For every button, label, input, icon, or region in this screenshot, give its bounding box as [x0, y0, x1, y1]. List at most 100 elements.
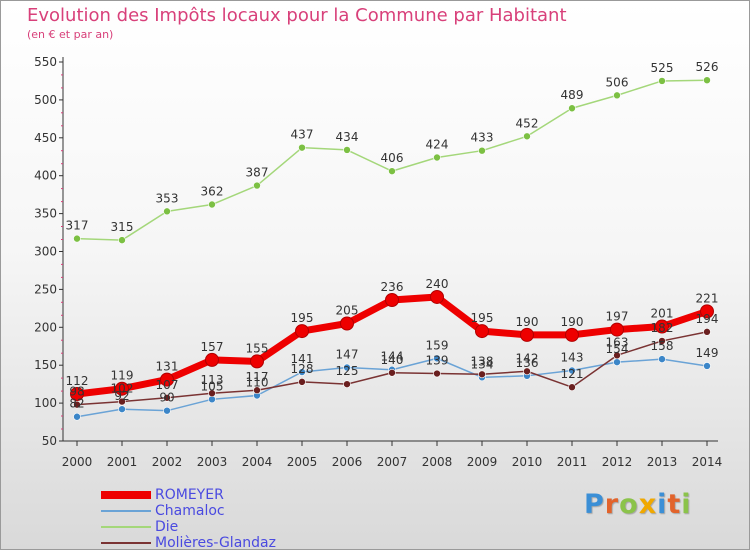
- proxiti-logo: Proxiti: [584, 489, 692, 520]
- y-tick-label: 250: [34, 282, 57, 296]
- legend-label-molieres-glandaz: Molières-Glandaz: [155, 535, 276, 551]
- data-label-molieres-glandaz: 102: [111, 382, 134, 396]
- data-point-chamaloc: [703, 362, 711, 370]
- data-label-die: 506: [606, 75, 629, 89]
- data-label-die: 433: [471, 131, 494, 145]
- legend-label-chamaloc: Chamaloc: [155, 503, 225, 519]
- y-tick-label: 50: [42, 434, 57, 448]
- data-label-romeyer: 119: [111, 369, 134, 383]
- data-point-die: [388, 167, 396, 175]
- data-label-romeyer: 131: [156, 360, 179, 374]
- data-point-romeyer: [70, 387, 84, 402]
- data-label-chamaloc: 105: [201, 379, 224, 393]
- y-tick-label: 400: [34, 169, 57, 183]
- y-tick-label: 550: [34, 55, 57, 69]
- data-point-die: [568, 104, 576, 113]
- x-tick-label: 2006: [332, 455, 363, 469]
- data-label-molieres-glandaz: 182: [651, 321, 674, 335]
- data-label-molieres-glandaz: 107: [156, 378, 179, 392]
- data-label-chamaloc: 134: [471, 357, 494, 371]
- data-point-chamaloc: [118, 405, 126, 413]
- legend-label-die: Die: [155, 519, 179, 535]
- data-point-die: [523, 132, 531, 141]
- legend-swatch-chamaloc: [101, 510, 151, 512]
- data-label-chamaloc: 144: [381, 350, 404, 364]
- data-label-chamaloc: 92: [114, 389, 129, 403]
- data-label-molieres-glandaz: 142: [516, 351, 539, 365]
- data-point-romeyer: [250, 354, 264, 369]
- data-point-molieres-glandaz: [568, 383, 576, 391]
- data-point-die: [478, 146, 486, 155]
- data-label-romeyer: 112: [66, 374, 89, 388]
- data-label-molieres-glandaz: 140: [381, 353, 404, 367]
- data-point-molieres-glandaz: [433, 369, 441, 378]
- y-tick-label: 200: [34, 320, 57, 334]
- data-label-die: 489: [561, 88, 584, 102]
- chart-title: Evolution des Impôts locaux pour la Comm…: [27, 5, 567, 26]
- data-point-die: [298, 143, 306, 152]
- data-label-molieres-glandaz: 163: [606, 335, 629, 349]
- data-point-molieres-glandaz: [613, 351, 621, 360]
- data-label-die: 424: [426, 138, 449, 152]
- data-label-molieres-glandaz: 125: [336, 364, 359, 378]
- legend-swatch-die: [101, 526, 151, 528]
- data-point-die: [658, 77, 666, 85]
- data-label-die: 317: [66, 219, 89, 233]
- data-point-die: [613, 91, 621, 100]
- x-tick-label: 2014: [692, 455, 723, 469]
- data-point-molieres-glandaz: [118, 397, 126, 406]
- data-label-chamaloc: 90: [159, 391, 174, 405]
- data-point-molieres-glandaz: [388, 368, 396, 377]
- data-label-molieres-glandaz: 128: [291, 362, 314, 376]
- data-point-romeyer: [565, 327, 579, 342]
- data-point-chamaloc: [343, 363, 351, 372]
- x-tick-label: 2008: [422, 455, 453, 469]
- data-point-molieres-glandaz: [163, 393, 171, 402]
- y-tick-label: 500: [34, 93, 57, 107]
- data-point-molieres-glandaz: [478, 370, 486, 379]
- data-point-chamaloc: [658, 355, 666, 363]
- data-label-chamaloc: 149: [696, 346, 719, 360]
- data-label-molieres-glandaz: 194: [696, 312, 719, 326]
- data-point-molieres-glandaz: [298, 378, 306, 386]
- data-point-romeyer: [385, 293, 399, 308]
- data-point-chamaloc: [73, 412, 81, 421]
- data-point-romeyer: [610, 322, 624, 337]
- data-point-romeyer: [115, 381, 129, 396]
- data-label-molieres-glandaz: 113: [201, 373, 224, 387]
- data-point-romeyer: [520, 327, 534, 342]
- data-point-chamaloc: [163, 406, 171, 415]
- data-point-chamaloc: [568, 366, 576, 375]
- data-label-die: 387: [246, 166, 269, 180]
- data-point-romeyer: [475, 324, 489, 339]
- data-label-die: 362: [201, 185, 224, 199]
- x-tick-label: 2012: [602, 455, 633, 469]
- legend-swatch-molieres-glandaz: [101, 542, 151, 544]
- data-label-romeyer: 205: [336, 304, 359, 318]
- y-tick-label: 350: [34, 207, 57, 221]
- x-tick-label: 2000: [62, 455, 93, 469]
- data-label-romeyer: 221: [696, 291, 719, 305]
- data-label-molieres-glandaz: 117: [246, 370, 269, 384]
- data-point-romeyer: [430, 289, 444, 304]
- x-tick-label: 2010: [512, 455, 543, 469]
- data-point-chamaloc: [613, 358, 621, 366]
- data-label-chamaloc: 158: [651, 339, 674, 353]
- data-point-molieres-glandaz: [253, 386, 261, 395]
- data-label-chamaloc: 110: [246, 376, 269, 390]
- x-tick-label: 2005: [287, 455, 318, 469]
- data-label-chamaloc: 136: [516, 356, 539, 370]
- data-point-romeyer: [205, 352, 219, 367]
- data-point-die: [433, 153, 441, 162]
- data-label-die: 525: [651, 61, 674, 75]
- x-tick-label: 2004: [242, 455, 273, 469]
- data-point-romeyer: [295, 324, 309, 339]
- data-label-romeyer: 240: [426, 277, 449, 291]
- x-tick-label: 2009: [467, 455, 498, 469]
- data-label-romeyer: 195: [291, 311, 314, 325]
- data-label-die: 437: [291, 128, 314, 142]
- data-label-molieres-glandaz: 138: [471, 354, 494, 368]
- x-tick-label: 2003: [197, 455, 228, 469]
- data-point-molieres-glandaz: [343, 380, 351, 388]
